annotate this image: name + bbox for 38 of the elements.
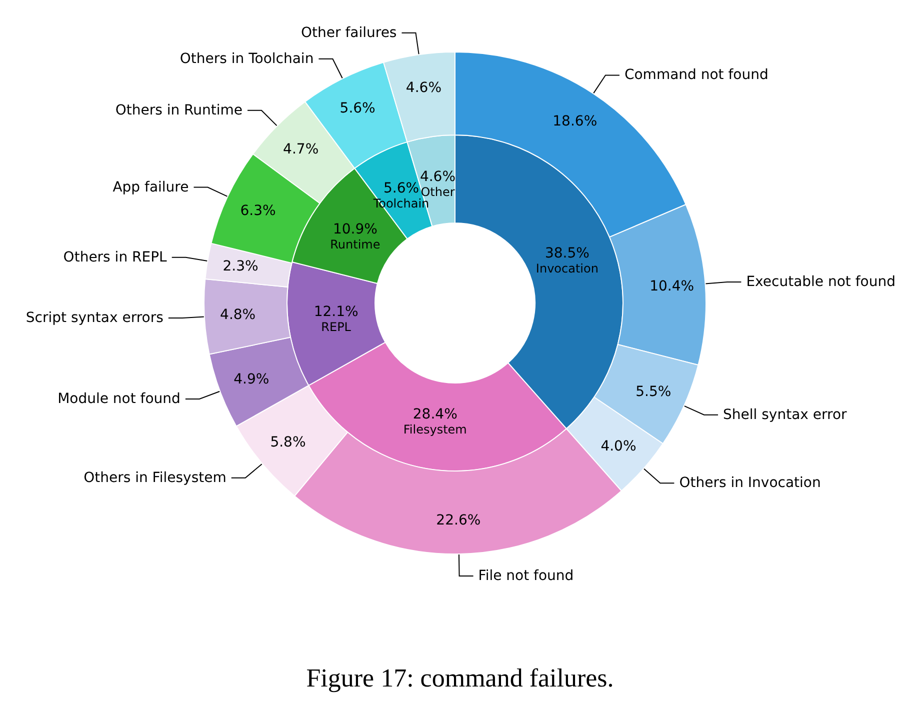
data-label: 4.0% <box>600 438 636 454</box>
data-label: 5.5% <box>636 384 672 400</box>
data-label: 4.7% <box>283 142 319 158</box>
slice-label: Other <box>420 185 455 200</box>
slice-label: Runtime <box>330 237 380 252</box>
slice-label: Module not found <box>58 391 180 408</box>
slice-label: Invocation <box>536 261 598 276</box>
data-label: 22.6% <box>436 512 481 528</box>
data-label: 4.9% <box>234 371 270 388</box>
slice-label: Filesystem <box>403 422 467 436</box>
slice-label: Others in Invocation <box>679 475 821 492</box>
data-label: 18.6% <box>552 114 598 130</box>
slice-label: Others in REPL <box>63 249 168 266</box>
data-label: 4.6% <box>420 169 456 186</box>
data-label: 4.6% <box>406 80 442 96</box>
data-label: 4.8% <box>220 306 256 323</box>
data-label: 12.1% <box>314 304 358 320</box>
data-label: 38.5% <box>544 245 590 262</box>
data-label: 5.8% <box>270 434 306 450</box>
slice-label: Others in Filesystem <box>84 470 226 486</box>
data-label: 28.4% <box>412 406 458 422</box>
text: Figure 17: command failures. <box>306 664 614 692</box>
data-label: 5.6% <box>340 100 376 117</box>
slice-label: Script syntax errors <box>26 310 164 326</box>
data-label: 6.3% <box>240 202 276 219</box>
slice-label: Executable not found <box>746 274 896 290</box>
slice-label: Others in Toolchain <box>180 50 314 67</box>
data-label: 10.4% <box>650 278 694 294</box>
slice-label: Others in Runtime <box>115 102 243 118</box>
slice-label: Other failures <box>301 24 397 41</box>
slice-label: File not found <box>478 568 574 584</box>
data-label: 5.6% <box>383 180 420 197</box>
data-label: 10.9% <box>332 221 378 238</box>
slice-label: App failure <box>112 179 189 196</box>
data-label: 2.3% <box>222 258 258 275</box>
slice-label: Shell syntax error <box>723 406 848 423</box>
slice-label: REPL <box>321 320 352 334</box>
slice-label: Command not found <box>624 67 768 84</box>
